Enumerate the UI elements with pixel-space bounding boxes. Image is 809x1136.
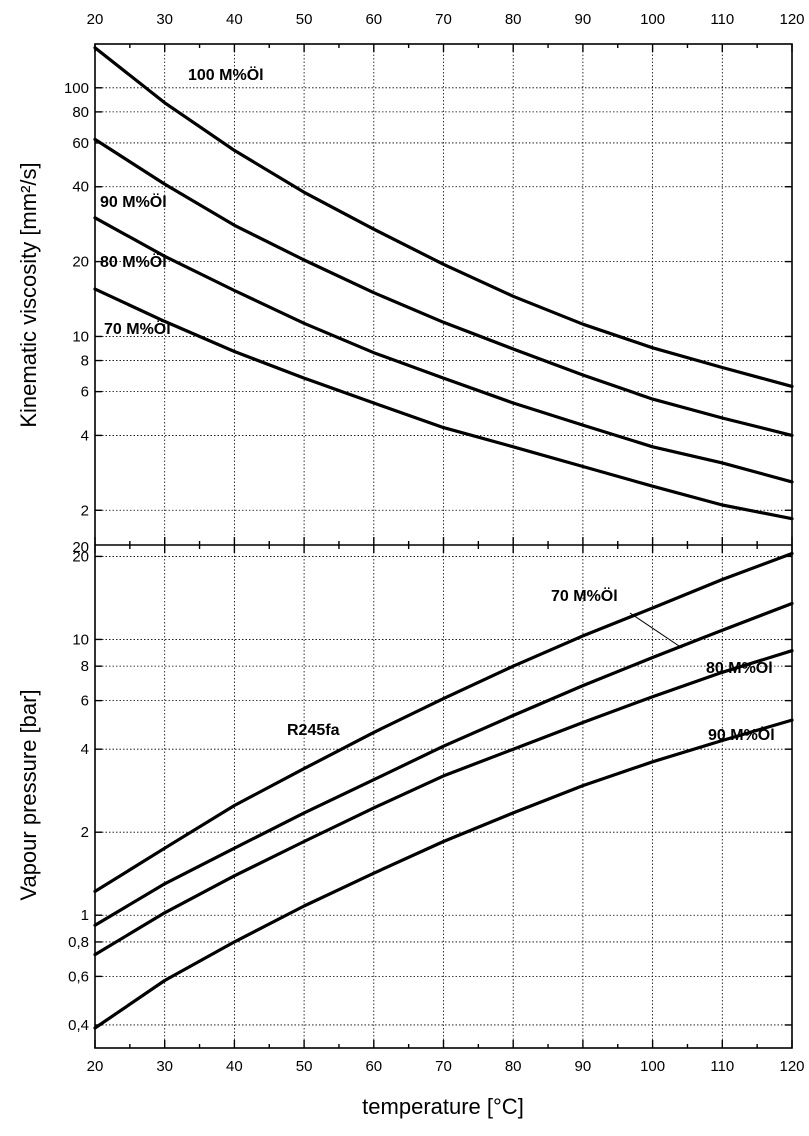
y-tick-label: 2	[81, 824, 89, 841]
x-tick-label-top: 20	[87, 11, 104, 28]
y-tick-label: 10	[72, 631, 89, 648]
series-line	[93, 601, 794, 927]
y-tick-label: 4	[81, 427, 89, 444]
y-tick-label: 2	[81, 502, 89, 519]
y-tick-label: 4	[81, 741, 89, 758]
y-tick-label: 20	[72, 548, 89, 565]
x-tick-label-top: 90	[575, 11, 592, 28]
y-tick-label: 40	[72, 179, 89, 196]
series-line	[93, 649, 794, 957]
y-tick-label: 1	[81, 907, 89, 924]
x-tick-label-top: 40	[226, 11, 243, 28]
x-tick-label-top: 100	[640, 11, 665, 28]
y-tick-label: 60	[72, 135, 89, 152]
x-tick-label-bottom: 50	[296, 1058, 313, 1075]
y-tick-label: 8	[81, 353, 89, 370]
series-label: 80 M%Öl	[100, 252, 167, 271]
series-label: 80 M%Öl	[706, 658, 773, 677]
y-tick-label: 100	[64, 80, 89, 97]
y-tick-label: 0,8	[68, 934, 89, 951]
series-label: 100 M%Öl	[188, 65, 264, 84]
x-tick-label-top: 50	[296, 11, 313, 28]
x-tick-label-bottom: 30	[156, 1058, 173, 1075]
series-line	[93, 551, 794, 894]
y-tick-label: 0,4	[68, 1017, 89, 1034]
x-tick-label-bottom: 90	[575, 1058, 592, 1075]
y-tick-label: 8	[81, 658, 89, 675]
series-line	[93, 216, 794, 484]
series-line	[93, 46, 794, 388]
y-tick-label: 0,6	[68, 968, 89, 985]
label-leader-line	[629, 612, 683, 649]
x-tick-label-bottom: 120	[779, 1058, 804, 1075]
x-axis-title: temperature [°C]	[362, 1094, 524, 1119]
x-tick-label-top: 110	[710, 11, 734, 28]
y-axis-title: Kinematic viscosity [mm²/s]	[16, 162, 41, 427]
series-label: 90 M%Öl	[100, 192, 167, 211]
x-tick-label-top: 60	[365, 11, 382, 28]
x-tick-label-top: 80	[505, 11, 522, 28]
x-tick-label-bottom: 60	[365, 1058, 382, 1075]
y-tick-label: 80	[72, 104, 89, 121]
series-label: 70 M%Öl	[104, 319, 171, 338]
y-axis-title: Vapour pressure [bar]	[16, 689, 41, 900]
series-label: 90 M%Öl	[708, 725, 775, 744]
grid-layer	[95, 44, 792, 1048]
text-layer: 2 4 6 8 10 20 40 60 80 100 100 M%Öl 90 M%Öl 80 M%Öl 7…	[16, 11, 805, 1119]
x-tick-label-top: 70	[435, 11, 452, 28]
x-tick-label-bottom: 70	[435, 1058, 452, 1075]
y-tick-label: 6	[81, 384, 89, 401]
x-tick-label-bottom: 80	[505, 1058, 522, 1075]
y-tick-label: 20	[72, 254, 89, 271]
series-label: 70 M%Öl	[551, 586, 618, 605]
series-layer	[93, 46, 794, 1030]
y-tick-label: 10	[72, 328, 89, 345]
y-tick-label: 6	[81, 693, 89, 710]
x-tick-label-top: 120	[779, 11, 804, 28]
series-line	[93, 137, 794, 437]
x-tick-label-bottom: 100	[640, 1058, 665, 1075]
x-tick-label-bottom: 20	[87, 1058, 104, 1075]
tick-layer	[94, 44, 793, 1048]
x-tick-label-bottom: 40	[226, 1058, 243, 1075]
series-line	[93, 287, 794, 521]
x-tick-label-bottom: 110	[710, 1058, 734, 1075]
series-line	[93, 718, 794, 1030]
series-label: R245fa	[287, 722, 340, 739]
y-tick-label: 20	[72, 539, 89, 556]
x-tick-label-top: 30	[156, 11, 173, 28]
